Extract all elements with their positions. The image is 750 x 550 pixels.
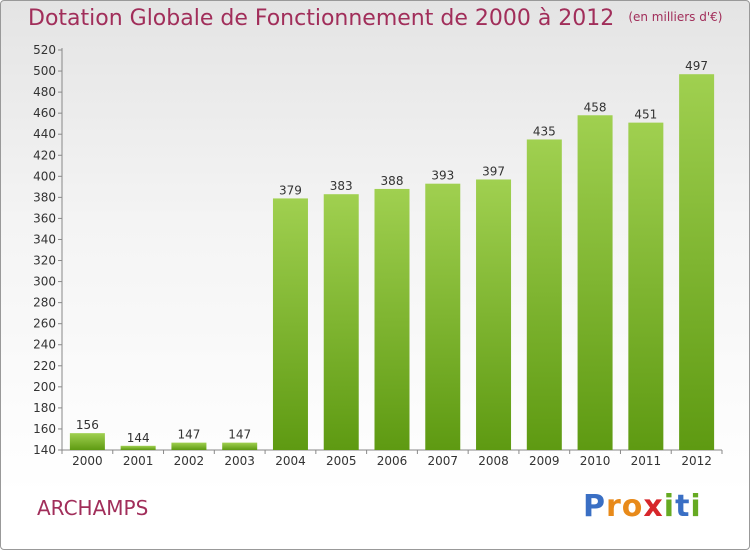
data-label: 147 (177, 428, 200, 442)
y-tick-label: 220 (33, 359, 56, 373)
chart-title-text: Dotation Globale de Fonctionnement de 20… (28, 6, 615, 31)
data-label: 458 (584, 100, 607, 114)
x-tick-label: 2002 (174, 454, 205, 468)
y-tick-label: 340 (33, 232, 56, 246)
bar (476, 179, 512, 450)
commune-name: ARCHAMPS (37, 496, 149, 520)
y-tick-label: 320 (33, 254, 56, 268)
y-tick-label: 260 (33, 317, 56, 331)
data-label: 435 (533, 124, 556, 138)
x-tick-label: 2009 (529, 454, 560, 468)
x-tick-label: 2003 (224, 454, 255, 468)
y-tick-label: 400 (33, 169, 56, 183)
bar (272, 198, 308, 450)
data-label: 383 (330, 179, 353, 193)
x-tick-label: 2008 (478, 454, 509, 468)
bars (69, 74, 715, 451)
y-tick-label: 180 (33, 401, 56, 415)
chart-title: Dotation Globale de Fonctionnement de 20… (28, 6, 722, 31)
data-label: 147 (228, 428, 251, 442)
value-labels: 156 144 147 147 379 383 388 393 397 435 458 451 497 (76, 59, 708, 445)
x-tick-label: 2005 (326, 454, 357, 468)
x-tick-label: 2000 (72, 454, 103, 468)
bar (323, 194, 359, 450)
data-label: 397 (482, 164, 505, 178)
data-label: 156 (76, 418, 99, 432)
y-tick-label: 240 (33, 338, 56, 352)
bar (171, 442, 207, 450)
data-label: 393 (431, 169, 454, 183)
data-label: 379 (279, 183, 302, 197)
bar (577, 115, 613, 451)
y-tick-label: 300 (33, 275, 56, 289)
bar (374, 188, 410, 450)
y-tick-label: 440 (33, 127, 56, 141)
bar (628, 122, 664, 450)
bar (526, 139, 562, 450)
bar (120, 445, 156, 450)
bar (425, 183, 461, 450)
x-tick-label: 2012 (681, 454, 712, 468)
chart-subtitle: (en milliers d'€) (628, 10, 723, 24)
data-label: 388 (381, 174, 404, 188)
y-tick-label: 520 (33, 43, 56, 57)
y-tick-label: 500 (33, 64, 56, 78)
x-tick-label: 2004 (275, 454, 306, 468)
y-tick-label: 420 (33, 148, 56, 162)
data-label: 497 (685, 59, 708, 73)
proxiti-logo: Proxiti (583, 489, 702, 524)
y-tick-label: 200 (33, 380, 56, 394)
bar (69, 433, 105, 450)
bar (222, 442, 258, 450)
x-tick-label: 2007 (427, 454, 458, 468)
y-tick-label: 460 (33, 106, 56, 120)
data-label: 451 (634, 108, 657, 122)
y-tick-label: 160 (33, 422, 56, 436)
bar (679, 74, 715, 451)
data-label: 144 (127, 431, 150, 445)
y-tick-label: 380 (33, 190, 56, 204)
x-tick-label: 2011 (631, 454, 662, 468)
x-tick-label: 2010 (580, 454, 611, 468)
y-tick-label: 480 (33, 85, 56, 99)
y-tick-label: 140 (33, 443, 56, 457)
y-tick-label: 360 (33, 211, 56, 225)
x-tick-label: 2006 (377, 454, 408, 468)
x-tick-label: 2001 (123, 454, 154, 468)
y-tick-label: 280 (33, 296, 56, 310)
